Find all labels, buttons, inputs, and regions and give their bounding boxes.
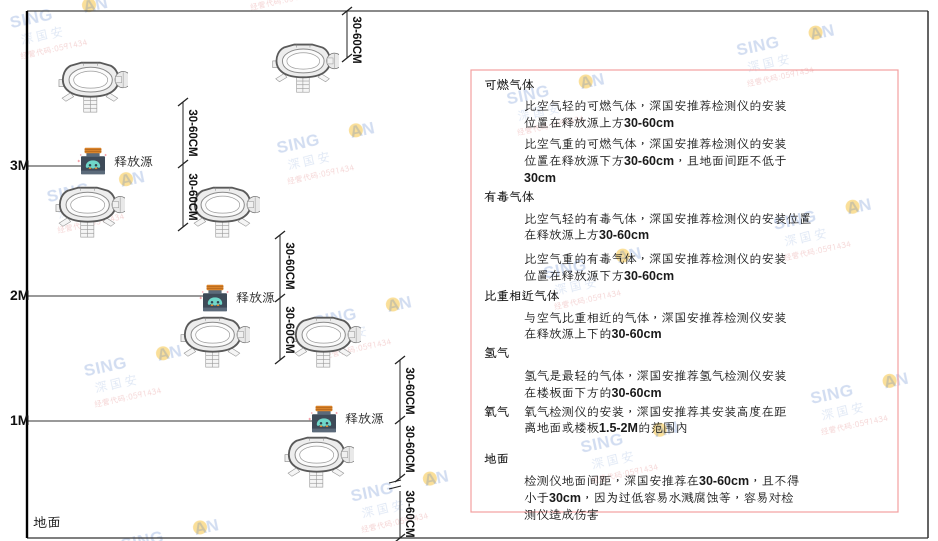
svg-text:30-60CM: 30-60CM (283, 242, 295, 289)
svg-text:30-60CM: 30-60CM (403, 367, 415, 414)
svg-text:30-60CM: 30-60CM (186, 173, 198, 220)
svg-text:3M: 3M (10, 157, 29, 173)
svg-text:30-60CM: 30-60CM (186, 109, 198, 156)
svg-text:释放源: 释放源 (236, 289, 275, 306)
svg-text:释放源: 释放源 (345, 410, 384, 427)
svg-text:30-60CM: 30-60CM (403, 425, 415, 472)
svg-text:释放源: 释放源 (114, 153, 153, 170)
svg-text:地面: 地面 (33, 513, 61, 531)
svg-text:2M: 2M (10, 287, 29, 303)
svg-text:30-60CM: 30-60CM (283, 306, 295, 353)
svg-text:30-60CM: 30-60CM (350, 16, 362, 63)
svg-text:30-60CM: 30-60CM (403, 490, 415, 537)
svg-text:1M: 1M (10, 412, 29, 428)
